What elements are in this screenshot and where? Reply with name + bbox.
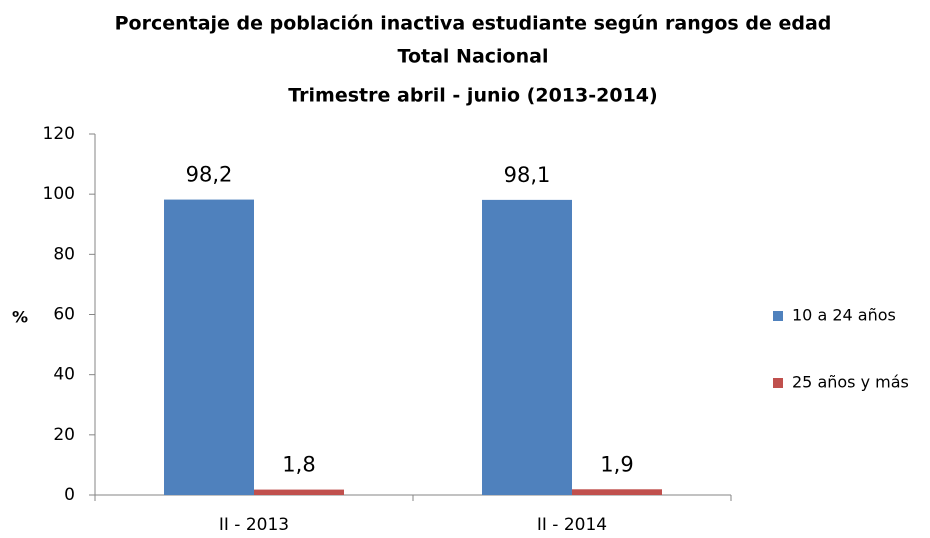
bar bbox=[254, 489, 344, 495]
legend-label: 25 años y más bbox=[792, 373, 909, 392]
y-tick-label: 40 bbox=[53, 365, 75, 385]
y-tick-label: 0 bbox=[64, 485, 75, 505]
chart-subtitle: Total Nacional bbox=[398, 46, 549, 68]
bar bbox=[482, 199, 572, 495]
bar bbox=[572, 489, 662, 495]
y-tick-label: 60 bbox=[53, 305, 75, 325]
y-tick-label: 100 bbox=[43, 184, 75, 204]
chart-subtitle: Trimestre abril - junio (2013-2014) bbox=[288, 85, 657, 107]
x-tick-label: II - 2013 bbox=[219, 515, 289, 535]
y-axis-label: % bbox=[12, 308, 28, 327]
chart-title: Porcentaje de población inactiva estudia… bbox=[115, 13, 832, 35]
value-label: 98,2 bbox=[186, 163, 233, 187]
y-tick-label: 120 bbox=[43, 124, 75, 144]
legend-label: 10 a 24 años bbox=[792, 306, 896, 325]
value-label: 98,1 bbox=[504, 163, 551, 187]
legend-swatch bbox=[773, 378, 783, 388]
value-label: 1,9 bbox=[600, 452, 633, 476]
bar bbox=[164, 199, 254, 495]
y-tick-label: 20 bbox=[53, 425, 75, 445]
y-tick-label: 80 bbox=[53, 244, 75, 264]
legend-swatch bbox=[773, 311, 783, 321]
value-label: 1,8 bbox=[282, 453, 315, 477]
x-tick-label: II - 2014 bbox=[537, 515, 607, 535]
